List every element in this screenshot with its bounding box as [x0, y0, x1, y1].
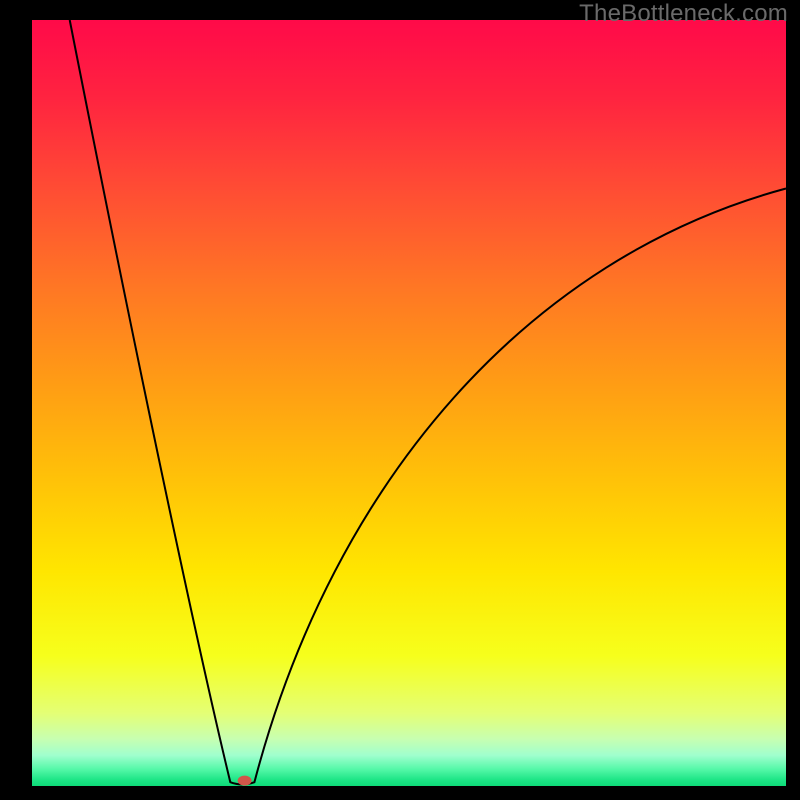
chart-container: TheBottleneck.com [0, 0, 800, 800]
curve-overlay [0, 0, 800, 800]
bottleneck-curve [70, 20, 786, 784]
watermark-text: TheBottleneck.com [579, 0, 788, 28]
optimal-point-marker [238, 776, 252, 786]
